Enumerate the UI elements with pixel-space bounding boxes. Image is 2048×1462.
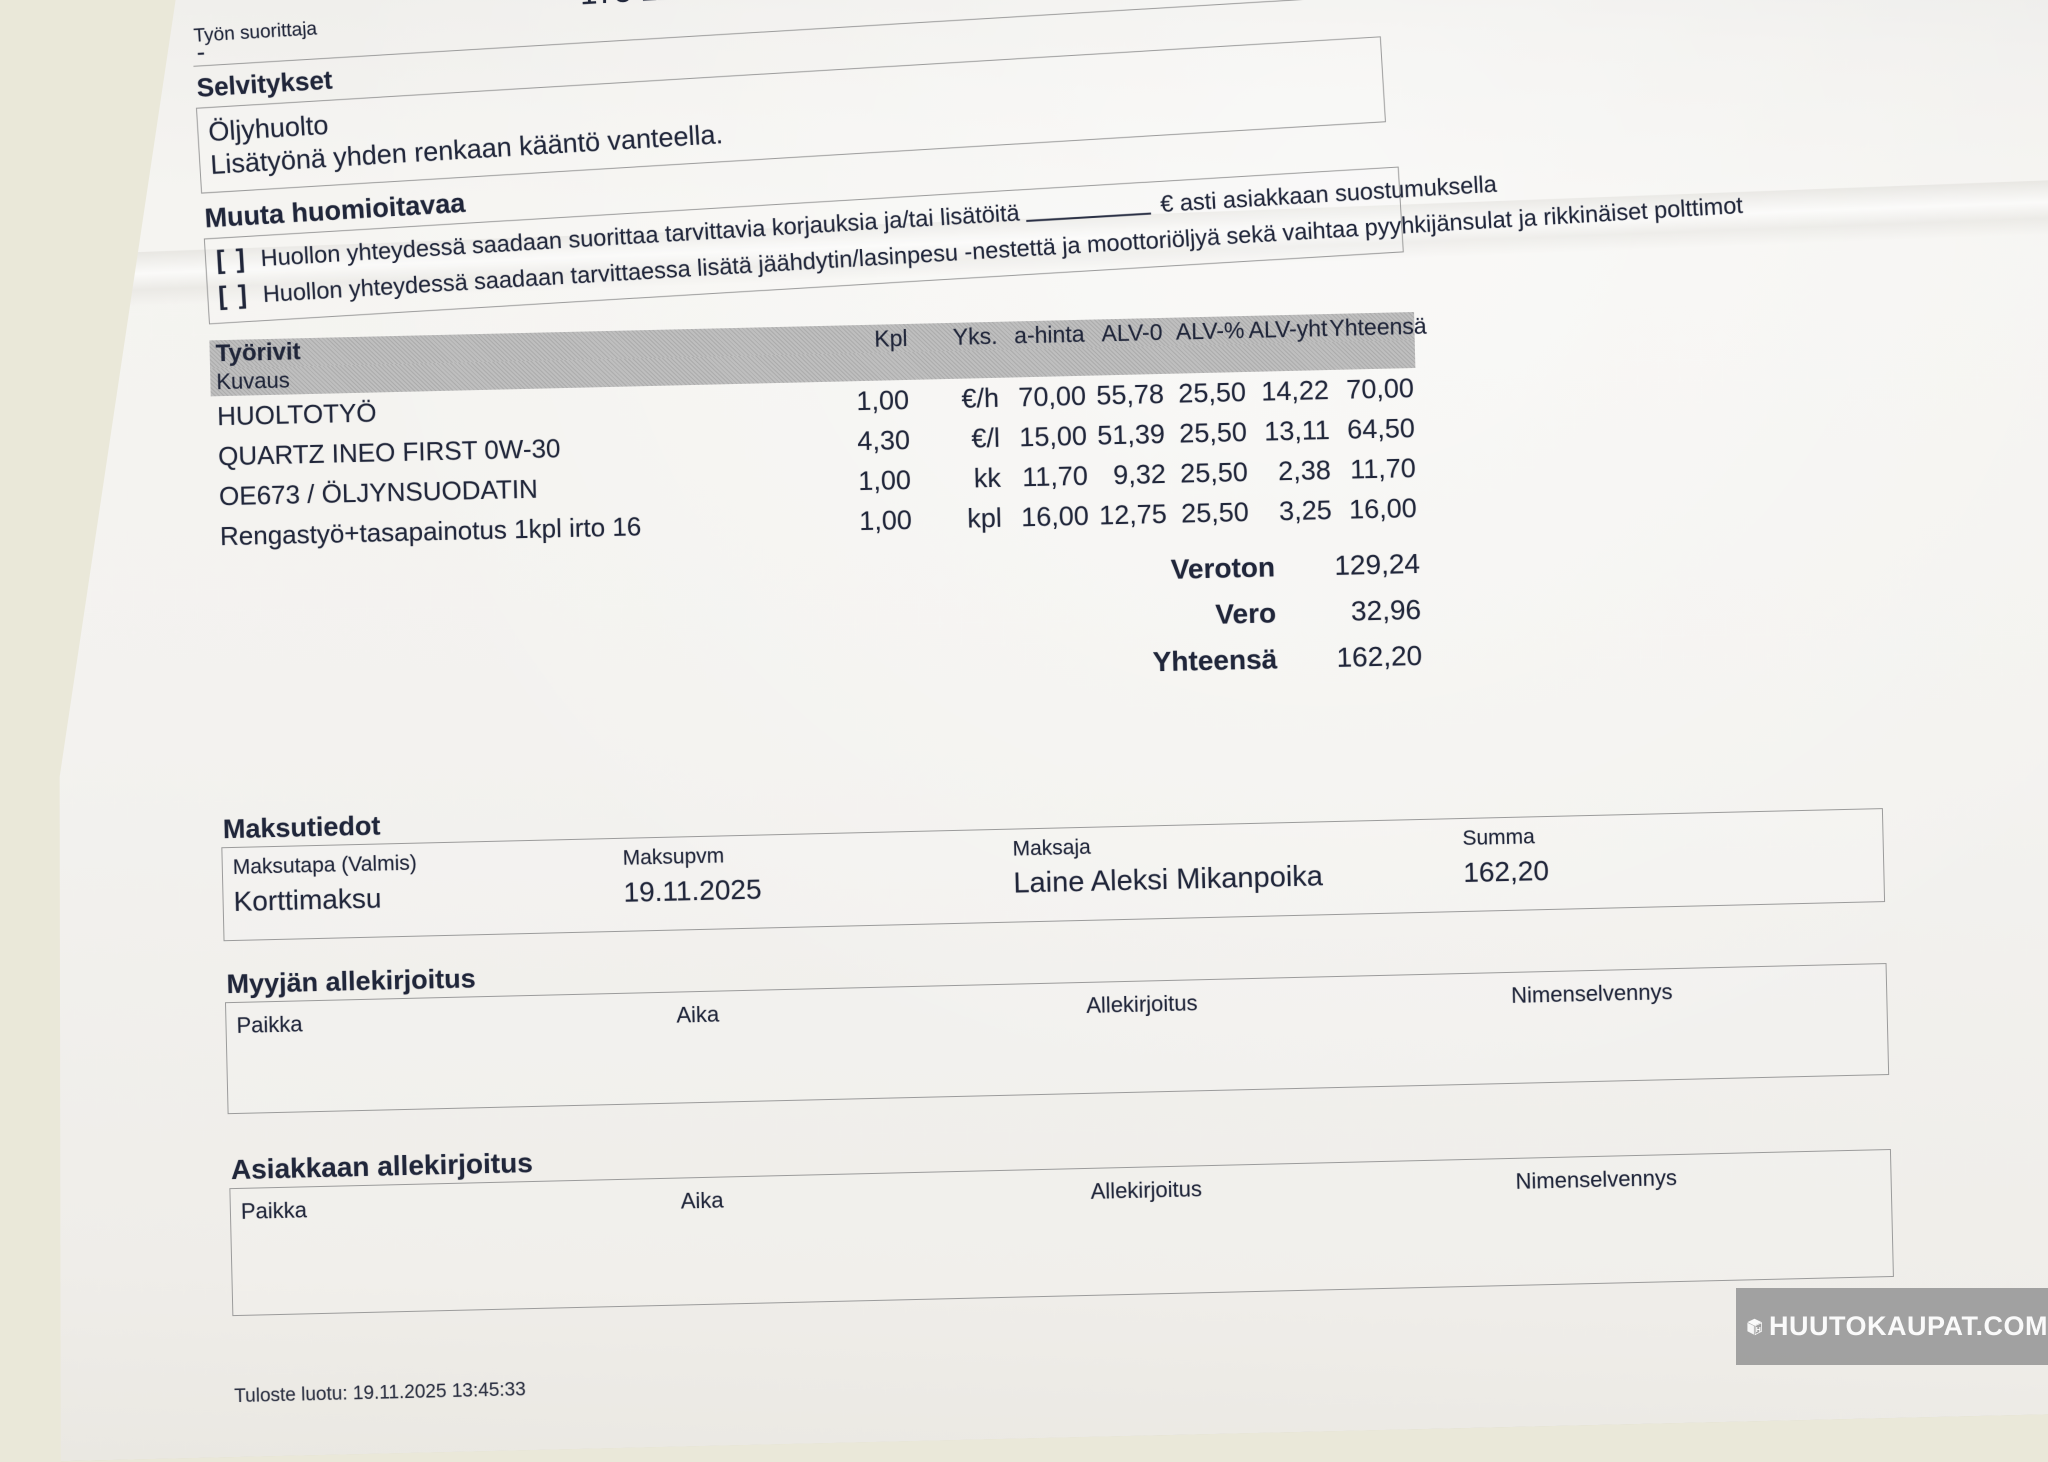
payment-sum-value: 162,20 — [1463, 855, 1549, 889]
row-net: 9,32 — [1089, 458, 1168, 491]
row-unit-price: 70,00 — [1001, 380, 1089, 413]
payment-info-section: Maksutiedot Maksutapa (Valmis) Korttimak… — [221, 775, 1884, 941]
col-header-ahinta: a-hinta — [999, 320, 1087, 349]
row-qty: 4,30 — [772, 424, 913, 458]
watermark-text: HUUTOKAUPAT.COM — [1769, 1311, 2048, 1342]
row-vat-pct: 25,50 — [1167, 456, 1250, 489]
work-performer-dash: - — [196, 38, 206, 67]
col-header-alv0: ALV-0 — [1086, 318, 1165, 347]
checkbox-icon: [ ] — [217, 279, 249, 311]
row-vat-amount: 13,11 — [1248, 414, 1332, 447]
place-label: Paikka — [241, 1197, 308, 1225]
payment-method-value: Korttimaksu — [233, 882, 418, 918]
col-header-yks: Yks. — [909, 322, 1000, 351]
payment-sum-field: Summa 162,20 — [1462, 825, 1549, 889]
huutokaupat-cube-icon: H — [1746, 1297, 1763, 1357]
row-vat-pct: 25,50 — [1166, 376, 1249, 409]
payment-method-field: Maksutapa (Valmis) Korttimaksu — [233, 852, 418, 918]
checkbox-icon: [ ] — [215, 243, 247, 275]
signature-label: Allekirjoitus — [1086, 990, 1198, 1019]
total-sum-label: Yhteensä — [1152, 643, 1277, 678]
time-label: Aika — [676, 1002, 719, 1029]
col-header-yhteensa: Yhteensä — [1329, 312, 1415, 341]
col-header-alvyht: ALV-yht — [1246, 314, 1330, 343]
work-performer-value: 175 11 — [579, 0, 674, 12]
row-unit: €/h — [911, 382, 1002, 415]
row-qty: 1,00 — [773, 504, 914, 538]
payment-date-label: Maksupvm — [622, 844, 761, 871]
row-net: 55,78 — [1088, 378, 1167, 411]
payment-date-field: Maksupvm 19.11.2025 — [622, 844, 761, 909]
total-sum-value: 162,20 — [1277, 640, 1423, 675]
col-header-kpl: Kpl — [769, 324, 910, 354]
payer-label: Maksaja — [1012, 830, 1322, 861]
customer-signature-section: Asiakkaan allekirjoitus Paikka Aika Alle… — [229, 1115, 1892, 1316]
payment-date-value: 19.11.2025 — [623, 874, 762, 909]
row-net: 12,75 — [1090, 498, 1169, 531]
row-net: 51,39 — [1089, 418, 1168, 451]
total-net-value: 129,24 — [1275, 548, 1421, 583]
row-unit-price: 16,00 — [1003, 500, 1091, 533]
row-total: 11,70 — [1332, 452, 1418, 485]
row-vat-pct: 25,50 — [1166, 416, 1249, 449]
payment-sum-label: Summa — [1462, 825, 1548, 851]
row-unit: kpl — [913, 502, 1004, 535]
row-vat-pct: 25,50 — [1168, 496, 1251, 529]
total-net-label: Veroton — [1170, 551, 1275, 585]
row-total: 70,00 — [1330, 372, 1416, 405]
seller-signature-section: Myyjän allekirjoitus Paikka Aika Allekir… — [224, 930, 1887, 1114]
row-unit: €/l — [912, 422, 1003, 455]
row-vat-amount: 2,38 — [1249, 454, 1333, 487]
payment-method-label: Maksutapa (Valmis) — [233, 852, 418, 880]
row-unit-price: 11,70 — [1002, 460, 1090, 493]
invoice-content: Työn suorittaja 175 11 - Selvitykset Ölj… — [202, 0, 1894, 1408]
totals-block: Veroton 129,24 Vero 32,96 Yhteensä 162,2… — [215, 548, 1423, 714]
row-total: 64,50 — [1331, 412, 1417, 445]
name-clarification-label: Nimenselvennys — [1511, 979, 1673, 1009]
row-description: Rengastyö+tasapainotus 1kpl irto 16 — [214, 508, 775, 552]
huutokaupat-watermark: H HUUTOKAUPAT.COM — [1736, 1288, 2048, 1365]
row-vat-amount: 3,25 — [1250, 494, 1334, 527]
payer-value: Laine Aleksi Mikanpoika — [1013, 860, 1323, 900]
row-unit-price: 15,00 — [1002, 420, 1090, 453]
payer-field: Maksaja Laine Aleksi Mikanpoika — [1012, 830, 1323, 900]
row-total: 16,00 — [1333, 492, 1419, 525]
signature-label: Allekirjoitus — [1090, 1176, 1202, 1205]
row-unit: kk — [913, 462, 1004, 495]
col-header-alvpct: ALV-% — [1164, 316, 1247, 345]
cube-letter: H — [1756, 1326, 1761, 1334]
upper-fold-section: Työn suorittaja 175 11 - Selvitykset Ölj… — [191, 0, 1866, 324]
name-clarification-label: Nimenselvennys — [1515, 1165, 1677, 1195]
amount-blank-line — [1026, 213, 1151, 223]
work-rows-table: Työrivit Kpl Yks. a-hinta ALV-0 ALV-% AL… — [209, 312, 1419, 556]
row-qty: 1,00 — [773, 464, 914, 498]
row-qty: 1,00 — [771, 384, 912, 418]
total-tax-label: Vero — [1215, 597, 1276, 630]
total-tax-value: 32,96 — [1276, 594, 1422, 629]
place-label: Paikka — [236, 1011, 303, 1039]
row-vat-amount: 14,22 — [1248, 374, 1332, 407]
time-label: Aika — [680, 1188, 723, 1215]
